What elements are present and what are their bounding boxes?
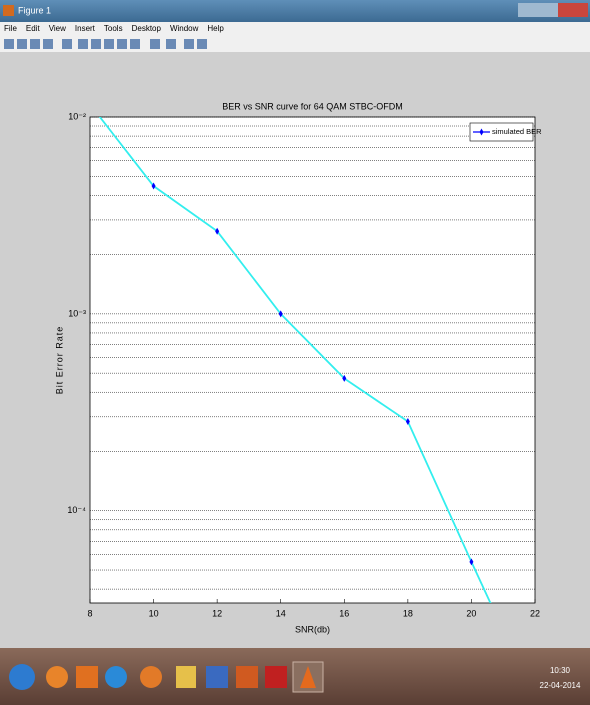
data-point [151,182,156,190]
plot-area [98,117,492,603]
x-tick-label: 10 [149,608,159,618]
axes [89,116,536,604]
taskbar-app[interactable] [105,666,127,688]
menu-bar: File Edit View Insert Tools Desktop Window Help [4,24,224,33]
taskbar-app[interactable] [76,666,98,688]
y-tick-label: 10⁻³ [68,308,86,318]
tool-button[interactable] [43,39,53,49]
x-tick-label: 20 [466,608,476,618]
x-tick-label: 16 [339,608,349,618]
tool-button[interactable] [4,39,14,49]
clock-date: 22-04-2014 [540,681,581,690]
x-axis-label: SNR(db) [295,624,330,634]
matlab-icon [300,666,316,688]
menu-item[interactable]: Tools [104,24,123,33]
tool-button[interactable] [30,39,40,49]
start-button[interactable] [9,664,35,690]
data-point [215,227,220,235]
menu-item[interactable]: View [49,24,66,33]
app-icon [3,5,14,16]
chart: BER vs SNR curve for 64 QAM STBC-OFDM SNR… [54,101,542,634]
x-tick-label: 18 [403,608,413,618]
data-point [469,558,474,566]
legend-marker [479,128,484,136]
tool-button[interactable] [117,39,127,49]
tool-button[interactable] [62,39,72,49]
menu-item[interactable]: Insert [75,24,96,33]
window-title: Figure 1 [18,5,51,15]
tool-button[interactable] [184,39,194,49]
legend-box [469,122,534,142]
taskbar-app[interactable] [176,666,196,688]
series-line [98,117,492,603]
clock-time: 10:30 [550,666,571,675]
tool-button[interactable] [166,39,176,49]
x-tick-label: 8 [87,608,92,618]
taskbar-app[interactable] [140,666,162,688]
data-point [278,310,283,318]
maximize-button[interactable] [538,3,558,17]
menu-item[interactable]: Help [207,24,224,33]
x-tick-label: 14 [276,608,286,618]
tool-button[interactable] [104,39,114,49]
y-axis-label: Bit Error Rate [54,326,64,395]
toolbar [4,39,207,49]
data-point [342,374,347,382]
menu-item[interactable]: Edit [26,24,41,33]
y-tick-label: 10⁻⁴ [67,505,86,515]
menu-item[interactable]: File [4,24,17,33]
tool-button[interactable] [130,39,140,49]
taskbar-app[interactable] [206,666,228,688]
taskbar-app[interactable] [236,666,258,688]
close-button[interactable] [558,3,588,17]
data-point [405,418,410,426]
x-tick-label: 22 [530,608,540,618]
menu-item[interactable]: Desktop [132,24,162,33]
chart-title: BER vs SNR curve for 64 QAM STBC-OFDM [222,101,403,111]
tool-button[interactable] [150,39,160,49]
legend-label: simulated BER [492,127,542,136]
x-tick-label: 12 [212,608,222,618]
y-tick-label: 10⁻² [68,111,86,121]
taskbar-icons [9,661,324,693]
title-bar [0,0,590,22]
minimize-button[interactable] [518,3,538,17]
taskbar-app[interactable] [265,666,287,688]
taskbar-app[interactable] [46,666,68,688]
tool-button[interactable] [91,39,101,49]
tool-button[interactable] [78,39,88,49]
menu-item[interactable]: Window [170,24,199,33]
tool-button[interactable] [17,39,27,49]
tool-button[interactable] [197,39,207,49]
